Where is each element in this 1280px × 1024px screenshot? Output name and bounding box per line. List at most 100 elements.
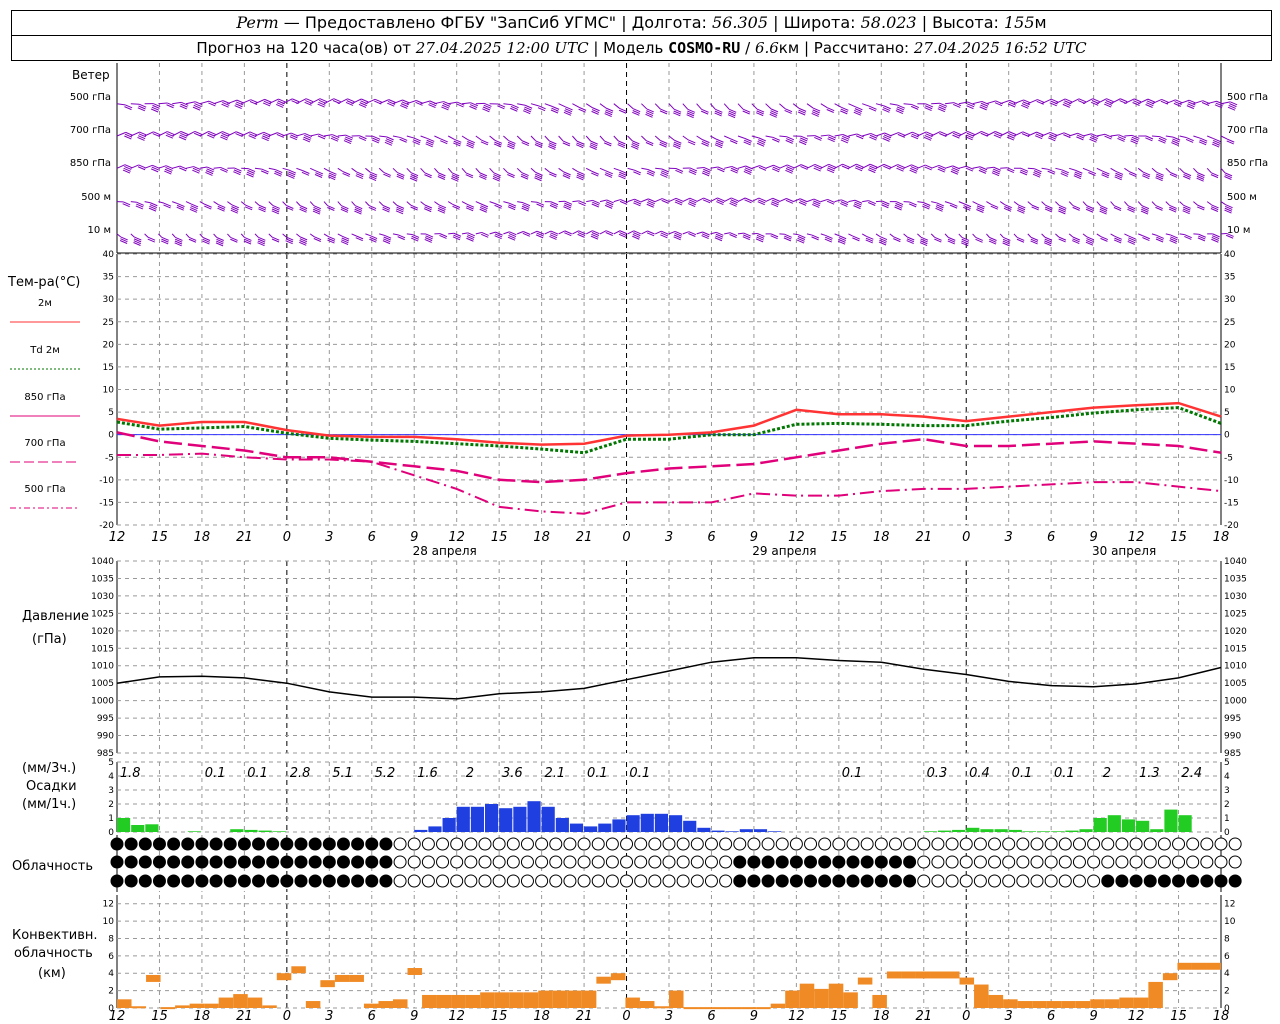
wind-barb-flag [619, 230, 628, 235]
wind-barb-flag [1186, 137, 1194, 142]
wind-barb-flag [920, 240, 928, 245]
cloud-symbol [1087, 855, 1101, 869]
wind-barb [1027, 233, 1032, 238]
wind-barb-flag [174, 238, 183, 243]
wind-barb-flag [1129, 171, 1137, 176]
wind-barb-flag [412, 139, 421, 144]
cloud-symbol [308, 874, 322, 888]
wind-barb [227, 201, 233, 206]
wind-barb [406, 201, 412, 206]
precip-3h-label: 0.1 [1012, 766, 1033, 781]
conv-x-tick: 6 [1047, 1009, 1055, 1024]
conv-tick-right: 0 [1224, 1004, 1230, 1014]
cloud-symbol [775, 837, 789, 851]
cloud-symbol [492, 874, 506, 888]
wind-barb-flag [660, 234, 668, 239]
wind-barb-flag [604, 140, 612, 145]
wind-barb-flag [756, 112, 764, 117]
wind-barb-flag [1197, 174, 1205, 179]
wind-barb-flag [1017, 206, 1026, 211]
wind-barb [710, 166, 718, 169]
wind-barb-flag [883, 136, 891, 141]
wind-barb [599, 230, 607, 235]
wind-barb-flag [1197, 172, 1205, 177]
wind-barb [862, 132, 871, 137]
wind-barb [420, 100, 431, 105]
wind-barb-flag [854, 199, 863, 204]
wind-barb-flag [811, 113, 819, 117]
wind-barb [213, 167, 221, 169]
cloud-symbol [351, 874, 365, 888]
temp-tick-right: 40 [1224, 250, 1236, 260]
wind-barb-flag [387, 102, 395, 107]
wind-barb-flag [717, 168, 725, 173]
wind-barb-flag [786, 198, 794, 202]
precip-3h-label: 2 [466, 766, 474, 781]
wind-barb [599, 135, 605, 142]
wind-barb [723, 197, 732, 203]
wind-barb-flag [688, 139, 696, 144]
precip-3h-label: 0.1 [1054, 766, 1075, 781]
wind-barb-flag [465, 207, 474, 212]
wind-barb-flag [838, 237, 846, 242]
wind-barb-flag [673, 108, 682, 113]
date-label: 29 апреля [752, 544, 816, 558]
wind-barb [240, 131, 251, 137]
wind-barb-flag [632, 140, 640, 145]
conv-x-tick: 0 [962, 1009, 970, 1024]
wind-barb [434, 135, 441, 140]
wind-barb-flag [383, 238, 391, 243]
wind-barb-flag [742, 108, 751, 113]
precip-bar-rain [640, 813, 654, 832]
wind-barb-flag [124, 164, 133, 169]
wind-barb-flag [208, 130, 216, 135]
cloud-symbol [167, 874, 181, 888]
wind-barb-flag [493, 143, 502, 148]
wind-barb-flag [480, 141, 489, 146]
precip-bar-rain [612, 819, 626, 832]
wind-barb [641, 167, 648, 170]
wind-barb [378, 167, 385, 173]
precip-bar-light [994, 829, 1008, 832]
wind-barb [337, 134, 346, 137]
wind-level-left: 700 гПа [70, 125, 111, 136]
wind-barb-flag [1020, 169, 1028, 174]
wind-barb-flag [257, 242, 265, 247]
cloud-symbol [1129, 874, 1143, 888]
wind-barb-flag [717, 197, 725, 202]
wind-barb-flag [756, 142, 765, 147]
wind-barb-flag [1075, 169, 1083, 174]
cloud-symbol [775, 874, 789, 888]
wind-barb-flag [854, 108, 863, 113]
wind-barb-flag [1132, 102, 1140, 106]
wind-barb-flag [925, 105, 933, 110]
precip-tick-right: 2 [1224, 800, 1230, 810]
wind-barb-flag [163, 204, 171, 209]
cloud-symbol [903, 837, 917, 851]
wind-barb-flag [1161, 98, 1169, 103]
wind-barb [986, 100, 996, 105]
wind-barb-flag [577, 233, 585, 238]
wind-barb [723, 103, 730, 110]
wind-barb-flag [605, 109, 613, 114]
cloud-symbol [124, 855, 138, 869]
wind-barb-flag [536, 230, 545, 235]
conv-x-tick: 12 [788, 1009, 805, 1024]
convective-bar [233, 994, 248, 1008]
wind-barb [420, 201, 426, 206]
cloud-symbol [464, 855, 478, 869]
wind-barb-flag [313, 208, 321, 213]
wind-barb-flag [1211, 206, 1219, 211]
wind-barb-flag [217, 205, 226, 210]
cloud-symbol [252, 874, 266, 888]
wind-barb-flag [592, 107, 600, 112]
wind-barb-flag [659, 143, 667, 148]
wind-barb-flag [576, 176, 584, 181]
wind-barb [1000, 99, 1010, 105]
cloud-symbol [308, 855, 322, 869]
wind-barb-flag [785, 169, 793, 174]
precip-3h-label: 2.1 [545, 766, 566, 781]
wind-barb [1027, 99, 1038, 105]
wind-barb-flag [1131, 136, 1139, 141]
